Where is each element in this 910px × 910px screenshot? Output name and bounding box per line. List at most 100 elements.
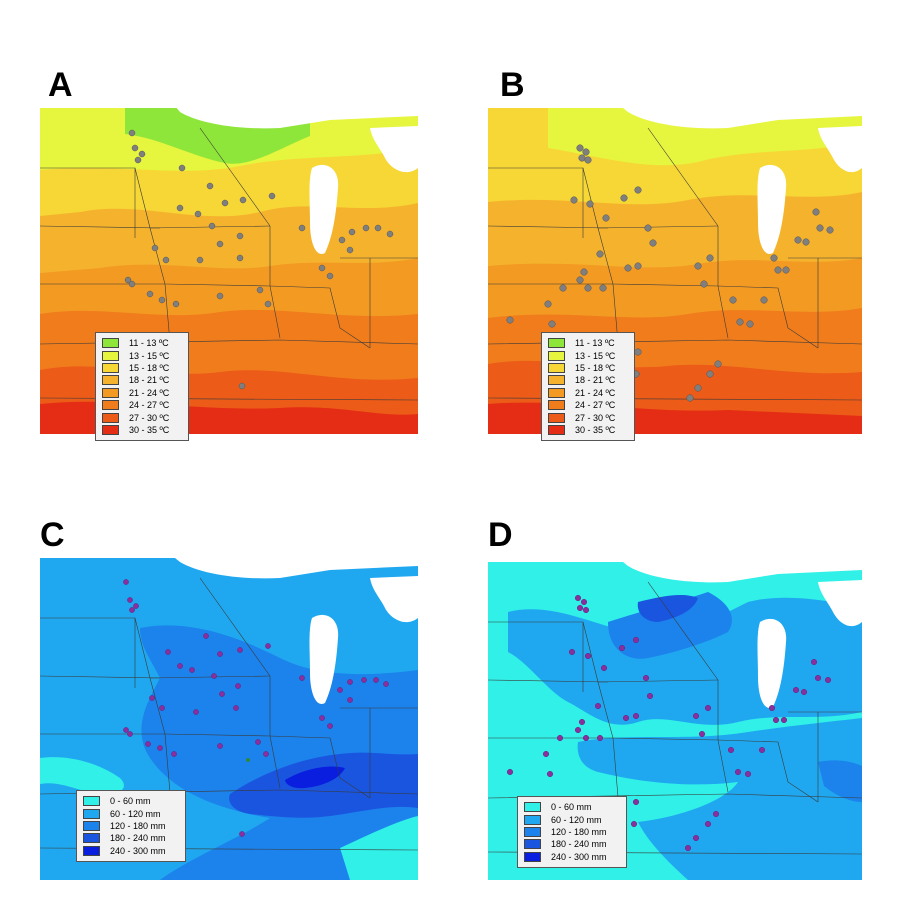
precipitation-legend-d: 0 - 60 mm 60 - 120 mm 120 - 180 mm 180 -… xyxy=(517,796,627,868)
legend-swatch xyxy=(102,412,119,423)
legend-swatch xyxy=(548,338,565,349)
lake-michigan xyxy=(757,618,787,708)
legend-item: 21 - 24 ºC xyxy=(102,387,182,399)
legend-swatch xyxy=(548,350,565,361)
lake-superior xyxy=(488,562,862,583)
map-canvas xyxy=(488,108,862,434)
legend-label: 24 - 27 ºC xyxy=(575,400,616,411)
legend-swatch xyxy=(83,845,100,856)
legend-swatch xyxy=(548,387,565,398)
state-boundaries xyxy=(40,577,418,851)
band-240-300 xyxy=(285,766,345,789)
legend-item: 0 - 60 mm xyxy=(524,801,620,813)
legend-label: 240 - 300 mm xyxy=(551,851,607,862)
legend-swatch xyxy=(548,424,565,435)
legend-label: 15 - 18 ºC xyxy=(575,362,616,373)
lake-michigan xyxy=(309,614,339,704)
precipitation-legend-c: 0 - 60 mm 60 - 120 mm 120 - 180 mm 180 -… xyxy=(76,790,186,862)
legend-item: 24 - 27 ºC xyxy=(548,399,628,411)
legend-item: 24 - 27 ºC xyxy=(102,399,182,411)
legend-label: 30 - 35 ºC xyxy=(575,424,616,435)
map-canvas xyxy=(40,558,418,880)
legend-swatch xyxy=(83,808,100,819)
legend-label: 30 - 35 ºC xyxy=(129,424,170,435)
legend-item: 180 - 240 mm xyxy=(83,832,179,844)
temperature-map-b xyxy=(488,108,866,434)
legend-swatch xyxy=(102,424,119,435)
band-120-180 xyxy=(608,592,732,659)
legend-label: 27 - 30 ºC xyxy=(129,412,170,423)
legend-item: 27 - 30 ºC xyxy=(548,411,628,423)
legend-swatch xyxy=(102,350,119,361)
lake-huron xyxy=(370,576,418,623)
legend-swatch xyxy=(524,851,541,862)
legend-label: 24 - 27 ºC xyxy=(129,400,170,411)
legend-item: 0 - 60 mm xyxy=(83,795,179,807)
legend-item: 120 - 180 mm xyxy=(83,820,179,832)
legend-item: 60 - 120 mm xyxy=(83,807,179,819)
lake-huron xyxy=(818,580,862,627)
site-markers xyxy=(123,579,389,837)
legend-swatch xyxy=(548,375,565,386)
temperature-legend-a: 11 - 13 ºC 13 - 15 ºC 15 - 18 ºC 18 - 21… xyxy=(95,332,189,442)
band-0-60-se xyxy=(340,816,418,880)
lake-superior xyxy=(488,108,862,129)
legend-label: 60 - 120 mm xyxy=(551,814,602,825)
legend-label: 15 - 18 ºC xyxy=(129,362,170,373)
legend-item: 18 - 21 ºC xyxy=(548,374,628,386)
legend-label: 13 - 15 ºC xyxy=(129,350,170,361)
band-180-240 xyxy=(229,752,418,818)
panel-label-b: B xyxy=(500,66,525,104)
legend-item: 240 - 300 mm xyxy=(83,845,179,857)
site-markers xyxy=(507,595,832,852)
band-180-240 xyxy=(637,595,698,622)
band-0-60 xyxy=(40,757,124,795)
panel-label-a: A xyxy=(48,66,73,104)
legend-label: 27 - 30 ºC xyxy=(575,412,616,423)
legend-item: 60 - 120 mm xyxy=(524,813,620,825)
legend-swatch xyxy=(524,839,541,850)
lake-huron xyxy=(818,126,862,173)
legend-swatch xyxy=(102,375,119,386)
panel-label-c: C xyxy=(40,516,65,554)
legend-label: 21 - 24 ºC xyxy=(129,387,170,398)
legend-item: 11 - 13 ºC xyxy=(548,337,628,349)
legend-swatch xyxy=(102,400,119,411)
state-boundaries xyxy=(40,127,418,401)
site-markers xyxy=(124,129,394,390)
legend-label: 11 - 13 ºC xyxy=(129,338,169,349)
legend-item: 120 - 180 mm xyxy=(524,826,620,838)
legend-item: 13 - 15 ºC xyxy=(548,349,628,361)
legend-label: 120 - 180 mm xyxy=(110,820,166,831)
temperature-legend-b: 11 - 13 ºC 13 - 15 ºC 15 - 18 ºC 18 - 21… xyxy=(541,332,635,442)
legend-swatch xyxy=(102,362,119,373)
legend-label: 120 - 180 mm xyxy=(551,826,607,837)
legend-swatch xyxy=(548,400,565,411)
lake-superior xyxy=(40,558,418,579)
legend-swatch xyxy=(548,412,565,423)
legend-label: 13 - 15 ºC xyxy=(575,350,616,361)
lake-michigan xyxy=(757,164,787,254)
legend-label: 18 - 21 ºC xyxy=(575,375,616,386)
legend-label: 18 - 21 ºC xyxy=(129,375,170,386)
legend-swatch xyxy=(83,796,100,807)
legend-item: 13 - 15 ºC xyxy=(102,349,182,361)
legend-item: 180 - 240 mm xyxy=(524,838,620,850)
legend-item: 30 - 35 ºC xyxy=(102,424,182,436)
legend-item: 27 - 30 ºC xyxy=(102,411,182,423)
band-13-15 xyxy=(548,108,862,166)
legend-item: 21 - 24 ºC xyxy=(548,387,628,399)
legend-swatch xyxy=(548,362,565,373)
legend-label: 240 - 300 mm xyxy=(110,845,166,856)
legend-label: 11 - 13 ºC xyxy=(575,338,615,349)
legend-item: 15 - 18 ºC xyxy=(102,362,182,374)
map-canvas xyxy=(488,562,862,880)
legend-item: 30 - 35 ºC xyxy=(548,424,628,436)
legend-item: 15 - 18 ºC xyxy=(548,362,628,374)
legend-swatch xyxy=(102,387,119,398)
green-marker xyxy=(246,758,250,762)
band-60-120-south xyxy=(577,718,862,880)
legend-label: 21 - 24 ºC xyxy=(575,387,616,398)
site-markers xyxy=(506,144,834,402)
legend-label: 180 - 240 mm xyxy=(110,833,166,844)
